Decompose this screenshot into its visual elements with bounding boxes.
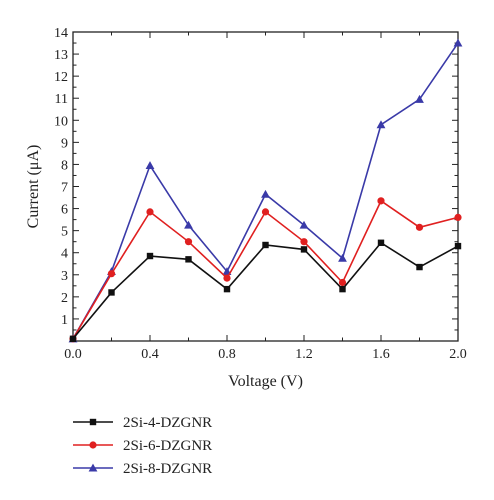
data-point [223,285,231,293]
data-point [184,238,193,246]
data-point [415,94,424,103]
data-point [69,335,77,342]
legend-label: 2Si-6-DZGNR [123,438,212,454]
series-2Si-4-DZGNR [69,239,462,342]
data-point [261,189,270,198]
x-tick-label: 0.0 [64,347,82,362]
legend-item: 2Si-8-DZGNR [73,461,212,477]
x-axis-label: Voltage (V) [228,373,303,390]
series-2Si-6-DZGNR [69,197,462,343]
plot-frame [72,31,459,342]
y-tick-label: 6 [61,203,68,218]
y-tick-label: 2 [61,291,68,306]
series-line [72,241,459,340]
y-tick-label: 10 [54,114,68,129]
axis-ticks [72,31,459,342]
y-tick-label: 1 [61,313,68,328]
data-point [377,197,385,205]
data-point [377,239,385,246]
y-tick-label: 3 [61,269,68,284]
series-layer [68,38,463,343]
y-tick-label: 7 [61,181,68,196]
data-point [339,285,346,293]
data-point [262,241,269,249]
legend-marker [88,463,98,472]
data-point [261,208,270,216]
data-point [338,253,347,262]
y-tick-label: 8 [61,158,68,173]
data-point [184,220,193,229]
legend: 2Si-4-DZGNR 2Si-6-DZGNR 2Si-8-DZGNR [73,415,212,477]
data-point [454,242,462,250]
data-point [223,274,231,282]
data-point [376,120,386,129]
data-point [454,213,462,221]
y-tick-label: 14 [54,26,68,41]
x-tick-label: 0.4 [141,347,159,362]
y-axis-label: Current (μA) [25,145,42,229]
data-point [146,208,154,216]
legend-marker [89,441,97,449]
x-tick-label: 2.0 [449,347,467,362]
y-tick-label: 9 [61,136,68,151]
x-tick-label: 0.8 [218,347,236,362]
legend-label: 2Si-4-DZGNR [123,415,212,431]
series-2Si-8-DZGNR [68,38,463,343]
data-point [415,223,424,231]
y-tick-label: 11 [55,92,68,107]
data-point [416,263,423,271]
data-point [185,256,192,263]
y-tick-label: 4 [61,247,68,262]
y-tick-label: 13 [54,48,68,63]
data-point [145,161,155,170]
legend-marker [89,418,97,426]
data-point [146,252,154,260]
data-point [108,289,115,296]
data-point [300,246,308,253]
data-point [300,238,308,246]
data-point [453,38,463,47]
data-point [299,220,309,229]
plot-area-border [72,31,459,342]
data-point [107,270,116,278]
x-tick-label: 1.6 [372,347,390,362]
y-tick-label: 5 [61,225,68,240]
legend-item: 2Si-4-DZGNR [73,415,212,431]
series-line [72,199,459,340]
legend-item: 2Si-6-DZGNR [73,438,212,454]
legend-label: 2Si-8-DZGNR [123,461,212,477]
y-tick-label: 12 [54,70,68,85]
data-point [338,278,347,287]
x-tick-label: 1.2 [295,347,313,362]
